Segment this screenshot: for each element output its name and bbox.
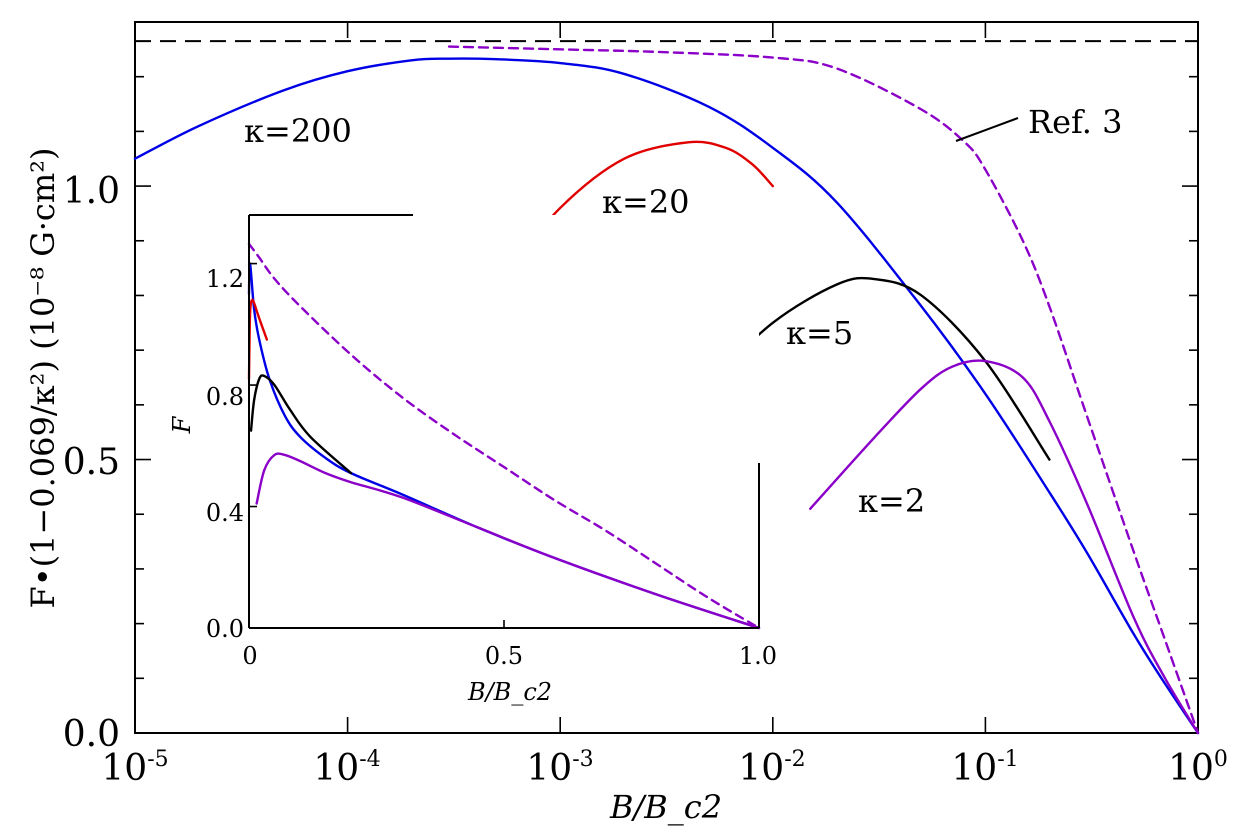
main-x-tick-label: 10-1 bbox=[951, 747, 1018, 789]
inset-y-tick-label: 0.4 bbox=[206, 499, 244, 527]
main-y-tick-label: 0.5 bbox=[63, 442, 120, 483]
main-x-tick-label: 10-4 bbox=[313, 747, 380, 789]
main-curve-kappa-200 bbox=[133, 57, 1200, 735]
main-curve-ref-3 bbox=[447, 45, 1200, 735]
main-curves bbox=[133, 40, 1200, 735]
curve-label-ref-3: Ref. 3 bbox=[1028, 103, 1122, 141]
inset-x-axis-label: B/B_c2 bbox=[467, 678, 552, 706]
ref-3-leader-line bbox=[955, 117, 1019, 142]
main-y-tick-labels: 0.0 0.5 1.0 bbox=[63, 171, 120, 755]
inset-x-tick-labels: 0 0.5 1.0 bbox=[242, 642, 777, 670]
curve-label-kappa-2: κ=2 bbox=[858, 482, 925, 520]
inset-x-tick-label: 1.0 bbox=[739, 642, 777, 670]
tick-exponent: -4 bbox=[359, 747, 380, 772]
inset-curve-kappa-5 bbox=[249, 374, 353, 475]
tick-base: 10 bbox=[313, 748, 359, 789]
inset-y-tick-label: 0.0 bbox=[206, 615, 244, 643]
inset-y-axis-label: F bbox=[168, 415, 196, 434]
tick-exponent: -3 bbox=[572, 747, 593, 772]
inset-y-tick-labels: 0.0 0.4 0.8 1.2 bbox=[206, 265, 244, 643]
main-y-tick-label: 0.0 bbox=[63, 714, 120, 755]
tick-exponent: -5 bbox=[147, 747, 168, 772]
main-y-axis-label: F•(1−0.069/κ²) (10⁻⁸ G·cm²) bbox=[24, 147, 62, 608]
main-y-tick-label: 1.0 bbox=[63, 171, 120, 212]
main-x-tick-labels: 10-5 10-4 10-3 10-2 10-1 100 bbox=[101, 747, 1228, 789]
main-curve-kappa-2 bbox=[809, 359, 1200, 735]
inset-axis-ticks bbox=[248, 262, 760, 629]
main-x-tick-label: 10-2 bbox=[738, 747, 805, 789]
main-axis-ticks bbox=[134, 21, 1199, 734]
curve-label-kappa-200: κ=200 bbox=[244, 112, 352, 150]
main-plot-frame bbox=[134, 21, 1199, 734]
main-x-axis-label: B/B_c2 bbox=[609, 788, 722, 826]
tick-exponent: -1 bbox=[997, 747, 1018, 772]
main-x-tick-label: 10-5 bbox=[101, 747, 168, 789]
tick-base: 10 bbox=[526, 748, 572, 789]
main-curve-kappa-20 bbox=[495, 140, 774, 286]
inset-y-tick-label: 1.2 bbox=[206, 265, 244, 293]
inset-curves bbox=[247, 242, 761, 630]
inset-curve-kappa-2 bbox=[255, 452, 761, 630]
curve-label-kappa-20: κ=20 bbox=[602, 183, 690, 221]
inset-background bbox=[249, 215, 759, 628]
tick-base: 10 bbox=[738, 748, 784, 789]
tick-base: 10 bbox=[101, 748, 147, 789]
inset-y-tick-label: 0.8 bbox=[206, 383, 244, 411]
tick-exponent: -2 bbox=[784, 747, 805, 772]
tick-exponent: 0 bbox=[1214, 747, 1228, 772]
tick-base: 10 bbox=[951, 748, 997, 789]
tick-base: 10 bbox=[1168, 748, 1214, 789]
main-curve-kappa-5 bbox=[707, 276, 1051, 461]
inset-curve-ref-3 bbox=[247, 242, 761, 630]
inset-x-tick-label: 0 bbox=[242, 642, 257, 670]
main-x-tick-label: 100 bbox=[1168, 747, 1228, 789]
curve-label-kappa-5: κ=5 bbox=[786, 314, 853, 352]
main-x-tick-label: 10-3 bbox=[526, 747, 593, 789]
inset-x-tick-label: 0.5 bbox=[485, 642, 523, 670]
